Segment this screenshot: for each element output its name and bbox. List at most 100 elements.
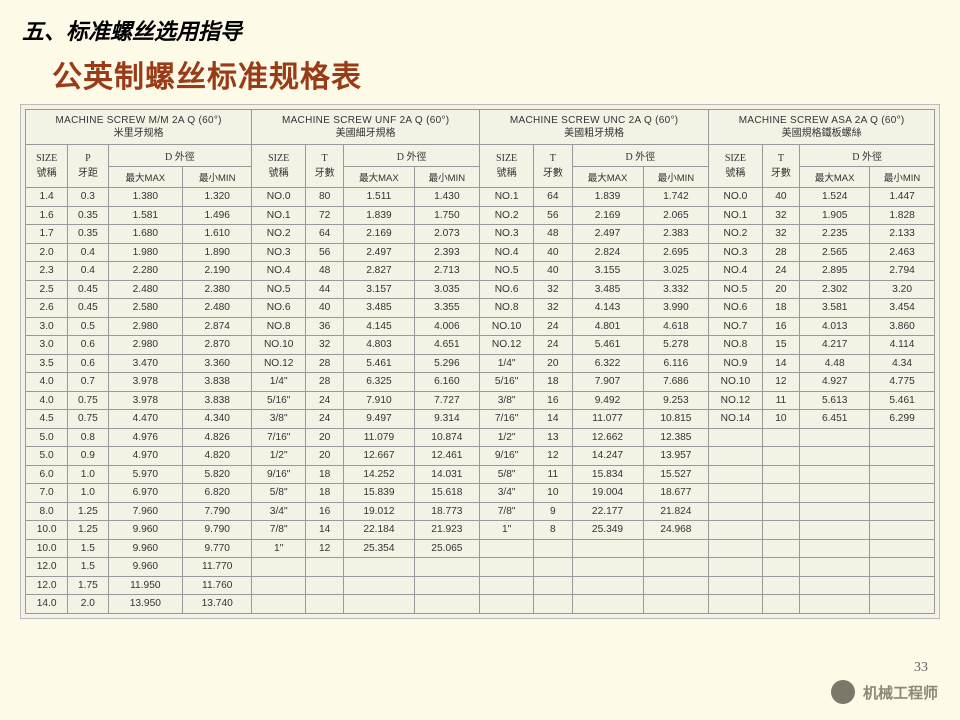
table-cell — [306, 576, 344, 595]
table-cell: NO.1 — [252, 206, 306, 225]
table-cell: 1.75 — [68, 576, 108, 595]
table-cell: 4.143 — [572, 299, 643, 318]
table-cell: 3.485 — [344, 299, 415, 318]
table-cell: 2.824 — [572, 243, 643, 262]
table-cell — [252, 558, 306, 577]
table-cell: NO.3 — [709, 243, 762, 262]
table-cell: 7/8" — [480, 502, 534, 521]
table-cell: 4.618 — [643, 317, 709, 336]
table-cell: 2.5 — [26, 280, 68, 299]
table-cell — [252, 595, 306, 614]
group-header: MACHINE SCREW M/M 2A Q (60°)米里牙规格 — [26, 110, 252, 145]
table-cell: 9.314 — [414, 410, 479, 429]
col-tpi: T牙數 — [306, 145, 344, 188]
table-cell: 0.45 — [68, 299, 108, 318]
table-row: 14.02.013.95013.740 — [26, 595, 935, 614]
table-cell: 9.253 — [643, 391, 709, 410]
table-cell: 2.302 — [800, 280, 870, 299]
page-number: 33 — [914, 660, 928, 676]
table-cell: 0.35 — [68, 206, 108, 225]
table-cell — [534, 595, 572, 614]
table-cell: 3.025 — [643, 262, 709, 281]
table-cell: 3.157 — [344, 280, 415, 299]
table-cell: 64 — [306, 225, 344, 244]
table-cell — [480, 558, 534, 577]
table-cell: 1.610 — [183, 225, 252, 244]
table-row: 3.50.63.4703.360NO.12285.4615.2961/4"206… — [26, 354, 935, 373]
table-cell: 12.0 — [26, 576, 68, 595]
table-row: 2.50.452.4802.380NO.5443.1573.035NO.6323… — [26, 280, 935, 299]
table-cell: 40 — [762, 188, 800, 207]
table-cell: 6.116 — [643, 354, 709, 373]
table-row: 10.01.59.9609.7701"1225.35425.065 — [26, 539, 935, 558]
col-min: 最小MIN — [414, 167, 479, 188]
table-cell: 18 — [306, 484, 344, 503]
table-cell — [870, 428, 935, 447]
table-cell — [534, 558, 572, 577]
table-cell: 11.079 — [344, 428, 415, 447]
table-cell: 18 — [762, 299, 800, 318]
table-cell: 3.360 — [183, 354, 252, 373]
table-cell — [709, 576, 762, 595]
table-cell: 80 — [306, 188, 344, 207]
table-cell — [709, 502, 762, 521]
table-cell: 9 — [534, 502, 572, 521]
table-cell — [709, 558, 762, 577]
table-cell: 14.0 — [26, 595, 68, 614]
table-cell: NO.8 — [252, 317, 306, 336]
table-cell: 4.217 — [800, 336, 870, 355]
table-cell: 12.662 — [572, 428, 643, 447]
table-cell: 1.430 — [414, 188, 479, 207]
col-max: 最大MAX — [800, 167, 870, 188]
table-cell: 2.0 — [26, 243, 68, 262]
table-cell: 14.031 — [414, 465, 479, 484]
table-cell — [709, 465, 762, 484]
table-row: 1.70.351.6801.610NO.2642.1692.073NO.3482… — [26, 225, 935, 244]
table-cell: NO.14 — [709, 410, 762, 429]
table-cell: 10 — [762, 410, 800, 429]
table-cell: 22.177 — [572, 502, 643, 521]
table-cell: 15.839 — [344, 484, 415, 503]
table-cell: 0.8 — [68, 428, 108, 447]
table-cell: 2.895 — [800, 262, 870, 281]
table-cell: 1.447 — [870, 188, 935, 207]
table-cell: 11.950 — [108, 576, 183, 595]
table-cell: 2.383 — [643, 225, 709, 244]
table-cell — [870, 502, 935, 521]
col-max: 最大MAX — [572, 167, 643, 188]
table-cell: 3.860 — [870, 317, 935, 336]
col-size: SIZE號稱 — [252, 145, 306, 188]
table-cell: NO.5 — [252, 280, 306, 299]
table-cell: 10.0 — [26, 539, 68, 558]
table-cell: 7.960 — [108, 502, 183, 521]
table-cell: NO.1 — [709, 206, 762, 225]
table-cell: 32 — [762, 206, 800, 225]
table-cell: 7.910 — [344, 391, 415, 410]
table-cell: NO.2 — [252, 225, 306, 244]
table-cell: 18 — [534, 373, 572, 392]
table-cell: 6.160 — [414, 373, 479, 392]
table-cell: 4.775 — [870, 373, 935, 392]
table-cell: 1.496 — [183, 206, 252, 225]
table-row: 2.60.452.5802.480NO.6403.4853.355NO.8324… — [26, 299, 935, 318]
section-heading: 五、标准螺丝选用指导 — [0, 0, 960, 46]
table-cell: NO.12 — [480, 336, 534, 355]
table-cell: 15.618 — [414, 484, 479, 503]
table-cell — [800, 558, 870, 577]
table-cell: NO.2 — [709, 225, 762, 244]
table-cell — [344, 595, 415, 614]
table-cell: 5/8" — [252, 484, 306, 503]
table-cell: 21.923 — [414, 521, 479, 540]
table-cell: 1.7 — [26, 225, 68, 244]
table-cell — [870, 558, 935, 577]
table-cell — [572, 558, 643, 577]
table-cell: 2.874 — [183, 317, 252, 336]
table-cell: 3/4" — [480, 484, 534, 503]
table-row: 12.01.7511.95011.760 — [26, 576, 935, 595]
table-cell: 5.461 — [344, 354, 415, 373]
table-cell: 6.820 — [183, 484, 252, 503]
table-cell: 4.0 — [26, 391, 68, 410]
table-cell: NO.8 — [480, 299, 534, 318]
table-cell: NO.0 — [709, 188, 762, 207]
table-cell: 3.332 — [643, 280, 709, 299]
